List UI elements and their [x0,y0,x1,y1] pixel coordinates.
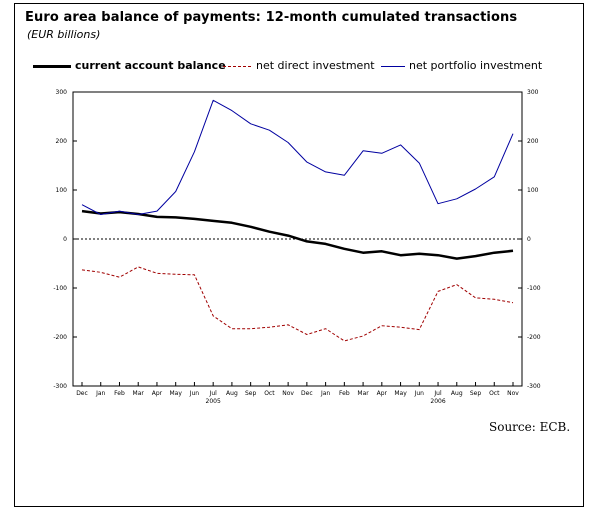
legend-label-direct-investment: net direct investment [256,59,375,72]
x-tick-label: May [169,390,182,397]
legend-label-portfolio-investment: net portfolio investment [409,59,543,72]
x-tick-label: Sep [245,390,257,397]
y-tick-label-left: -100 [53,285,67,292]
x-tick-label: Nov [507,390,519,397]
x-tick-label: Apr [152,390,163,397]
y-tick-label-right: -100 [527,285,541,292]
x-tick-label: Jun [414,390,425,397]
y-tick-label-right: -300 [527,383,541,390]
series-line-current-account [81,209,514,260]
x-tick-label: Oct [489,390,500,397]
x-tick-label: May [394,390,407,397]
legend-swatch-current-account [33,65,71,68]
x-tick-label: Jul [433,390,442,397]
x-tick-label: Feb [339,390,350,397]
chart-subtitle: (EUR billions) [27,28,101,41]
series-line-direct-investment [81,266,514,342]
series-line-portfolio-investment [81,99,514,215]
y-tick-label-right: -200 [527,334,541,341]
chart-frame: Euro area balance of payments: 12-month … [14,3,584,507]
y-tick-label-left: 100 [56,187,68,194]
x-tick-label: Mar [133,390,145,397]
x-tick-label: Jan [320,390,330,397]
legend-swatch-portfolio-investment [381,66,405,67]
y-tick-label-right: 100 [527,187,539,194]
y-tick-label-right: 200 [527,138,539,145]
x-tick-label: Aug [226,390,238,397]
legend-swatch-direct-investment [223,66,251,67]
x-tick-label: Oct [264,390,275,397]
chart-title: Euro area balance of payments: 12-month … [25,10,518,25]
y-tick-label-left: -200 [53,334,67,341]
x-tick-label: Jun [189,390,200,397]
y-tick-label-left: 0 [63,236,67,243]
year-label: 2006 [430,398,445,405]
x-tick-label: Dec [76,390,88,397]
y-tick-label-left: 300 [56,89,68,96]
x-tick-label: Aug [451,390,463,397]
chart-source: Source: ECB. [489,420,571,434]
x-tick-label: Nov [282,390,294,397]
y-tick-label-right: 300 [527,89,539,96]
x-tick-label: Jul [209,390,218,397]
y-tick-label-left: 200 [56,138,68,145]
x-tick-label: Jan [95,390,105,397]
x-tick-label: Dec [301,390,313,397]
legend-label-current-account: current account balance [75,59,226,72]
x-tick-label: Sep [470,390,482,397]
year-label: 2005 [206,398,221,405]
x-tick-label: Feb [114,390,125,397]
x-tick-label: Mar [357,390,369,397]
x-tick-label: Apr [377,390,388,397]
y-tick-label-left: -300 [53,383,67,390]
y-tick-label-right: 0 [527,236,531,243]
